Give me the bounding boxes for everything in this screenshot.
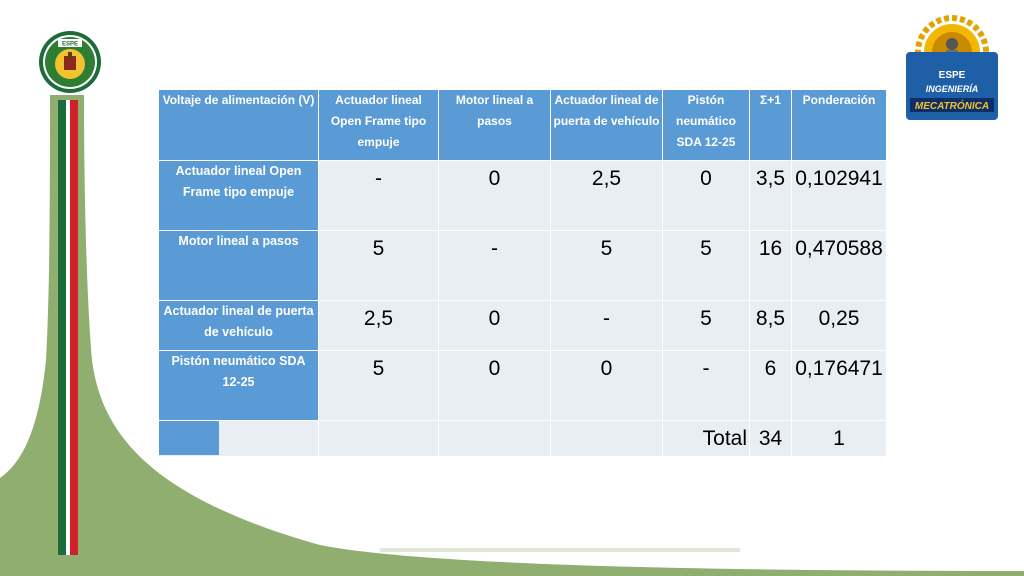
table-cell: 5 xyxy=(662,230,750,301)
table-row: Actuador lineal de puerta de vehículo 2,… xyxy=(158,300,887,351)
table-header-row: Voltaje de alimentación (V) Actuador lin… xyxy=(158,89,887,161)
table-cell: 5 xyxy=(318,230,439,301)
table-cell: 0 xyxy=(438,300,551,351)
white-stripe xyxy=(66,100,70,555)
table-cell: 0 xyxy=(438,350,551,421)
row-label: Motor lineal a pasos xyxy=(158,230,319,301)
column-header: Σ+1 xyxy=(749,89,792,161)
table-cell: 8,5 xyxy=(749,300,792,351)
table-cell: 5 xyxy=(662,300,750,351)
table-row: Actuador lineal Open Frame tipo empuje -… xyxy=(158,160,887,231)
total-row: Total 34 1 xyxy=(158,420,887,457)
table-cell: 3,5 xyxy=(749,160,792,231)
column-header: Voltaje de alimentación (V) xyxy=(158,89,319,161)
table-cell: 0 xyxy=(438,160,551,231)
column-header: Motor lineal a pasos xyxy=(438,89,551,161)
table-cell: 0,25 xyxy=(791,300,887,351)
bottom-light-band xyxy=(380,548,740,552)
blue-stub-block xyxy=(159,421,219,455)
row-label: Actuador lineal de puerta de vehículo xyxy=(158,300,319,351)
table-cell: 16 xyxy=(749,230,792,301)
table-cell: 5 xyxy=(318,350,439,421)
table-cell: 0,102941 xyxy=(791,160,887,231)
red-stripe xyxy=(70,100,78,555)
total-row-first-cell xyxy=(158,420,319,457)
table-cell: 0 xyxy=(550,350,663,421)
total-sum: 34 xyxy=(749,420,792,457)
table-cell: - xyxy=(438,230,551,301)
column-header: Pistón neumático SDA 12-25 xyxy=(662,89,750,161)
table-cell: 0,176471 xyxy=(791,350,887,421)
table-cell: 2,5 xyxy=(318,300,439,351)
svg-text:ESPE: ESPE xyxy=(939,70,966,81)
table-cell xyxy=(318,420,439,457)
espe-mecatronica-gear-logo-icon: ESPE INGENIERÍA MECATRÓNICA xyxy=(906,15,998,120)
espe-university-seal-logo: ESPE xyxy=(38,30,102,94)
svg-text:MECATRÓNICA: MECATRÓNICA xyxy=(915,99,989,112)
row-label: Pistón neumático SDA 12-25 xyxy=(158,350,319,421)
column-header: Actuador lineal de puerta de vehículo xyxy=(550,89,663,161)
table-cell: - xyxy=(550,300,663,351)
table-cell: - xyxy=(662,350,750,421)
dark-green-stripe xyxy=(58,100,66,555)
column-header: Ponderación xyxy=(791,89,887,161)
table-cell: - xyxy=(318,160,439,231)
table-cell: 5 xyxy=(550,230,663,301)
table-row: Pistón neumático SDA 12-25 5 0 0 - 6 0,1… xyxy=(158,350,887,421)
table-cell: 2,5 xyxy=(550,160,663,231)
table-cell xyxy=(550,420,663,457)
table-cell: 0 xyxy=(662,160,750,231)
table-cell: 6 xyxy=(749,350,792,421)
table-cell xyxy=(438,420,551,457)
row-label: Actuador lineal Open Frame tipo empuje xyxy=(158,160,319,231)
svg-text:ESPE: ESPE xyxy=(62,42,78,48)
svg-text:INGENIERÍA: INGENIERÍA xyxy=(926,84,979,94)
pairwise-comparison-table: Voltaje de alimentación (V) Actuador lin… xyxy=(158,89,887,457)
espe-university-seal-icon: ESPE xyxy=(39,31,101,93)
total-label: Total xyxy=(662,420,750,457)
column-header: Actuador lineal Open Frame tipo empuje xyxy=(318,89,439,161)
table-cell: 0,470588 xyxy=(791,230,887,301)
espe-mecatronica-logo: ESPE INGENIERÍA MECATRÓNICA xyxy=(906,14,998,122)
total-weight: 1 xyxy=(791,420,887,457)
table-row: Motor lineal a pasos 5 - 5 5 16 0,470588 xyxy=(158,230,887,301)
green-curve-shape xyxy=(0,95,1024,576)
